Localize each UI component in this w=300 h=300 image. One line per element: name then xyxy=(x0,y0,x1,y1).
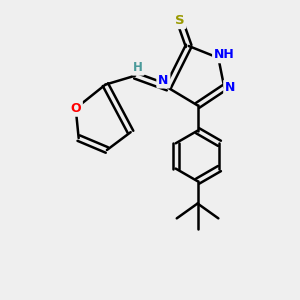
Text: H: H xyxy=(133,61,143,74)
Text: NH: NH xyxy=(214,48,235,62)
Text: N: N xyxy=(158,74,169,87)
Text: S: S xyxy=(175,14,184,27)
Text: N: N xyxy=(225,81,236,94)
Text: O: O xyxy=(70,102,81,115)
